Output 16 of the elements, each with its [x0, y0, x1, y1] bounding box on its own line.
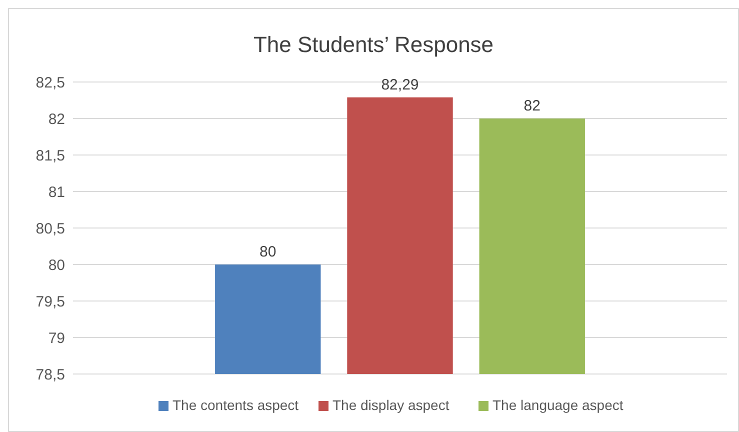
y-tick-label: 81: [48, 184, 65, 201]
data-label: 82: [524, 98, 540, 114]
chart-title: The Students’ Response: [253, 32, 494, 57]
y-tick-label: 79: [48, 330, 65, 347]
legend-label: The language aspect: [492, 397, 624, 413]
y-tick-label: 78,5: [36, 366, 65, 384]
y-tick-label: 80,5: [36, 220, 65, 238]
y-tick-label: 82: [48, 110, 65, 128]
data-label: 82,29: [381, 76, 419, 94]
legend-label: The contents aspect: [172, 397, 299, 413]
y-tick-label: 79,5: [36, 293, 65, 310]
y-tick-label: 80: [48, 256, 65, 274]
legend-label: The display aspect: [332, 397, 450, 413]
data-label: 80: [260, 244, 276, 260]
y-tick-label: 82,5: [36, 74, 65, 92]
y-tick-label: 81,5: [36, 147, 65, 164]
